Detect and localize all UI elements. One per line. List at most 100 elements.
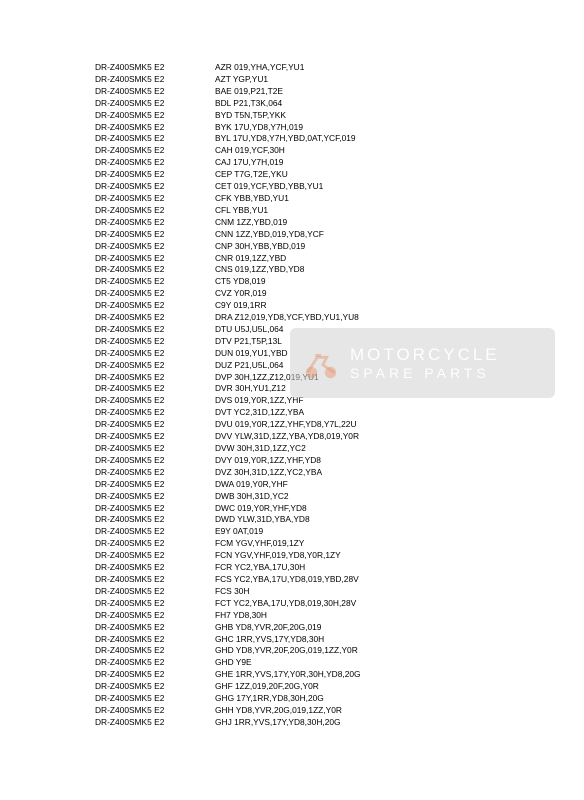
model-cell: DR-Z400SMK5 E2 xyxy=(95,395,215,407)
table-row: DR-Z400SMK5 E2CAH 019,YCF,30H xyxy=(95,145,495,157)
table-row: DR-Z400SMK5 E2CNP 30H,YBB,YBD,019 xyxy=(95,241,495,253)
table-row: DR-Z400SMK5 E2GHD YD8,YVR,20F,20G,019,1Z… xyxy=(95,645,495,657)
code-cell: FCM YGV,YHF,019,1ZY xyxy=(215,538,495,550)
table-row: DR-Z400SMK5 E2FCT YC2,YBA,17U,YD8,019,30… xyxy=(95,598,495,610)
table-row: DR-Z400SMK5 E2GHB YD8,YVR,20F,20G,019 xyxy=(95,622,495,634)
model-cell: DR-Z400SMK5 E2 xyxy=(95,348,215,360)
table-row: DR-Z400SMK5 E2BDL P21,T3K,064 xyxy=(95,98,495,110)
code-cell: DWA 019,Y0R,YHF xyxy=(215,479,495,491)
table-row: DR-Z400SMK5 E2DWA 019,Y0R,YHF xyxy=(95,479,495,491)
table-row: DR-Z400SMK5 E2DWC 019,Y0R,YHF,YD8 xyxy=(95,503,495,515)
model-cell: DR-Z400SMK5 E2 xyxy=(95,181,215,193)
table-row: DR-Z400SMK5 E2CEP T7G,T2E,YKU xyxy=(95,169,495,181)
model-cell: DR-Z400SMK5 E2 xyxy=(95,479,215,491)
model-cell: DR-Z400SMK5 E2 xyxy=(95,169,215,181)
table-row: DR-Z400SMK5 E2BAE 019,P21,T2E xyxy=(95,86,495,98)
model-cell: DR-Z400SMK5 E2 xyxy=(95,253,215,265)
table-row: DR-Z400SMK5 E2DWB 30H,31D,YC2 xyxy=(95,491,495,503)
model-cell: DR-Z400SMK5 E2 xyxy=(95,145,215,157)
model-cell: DR-Z400SMK5 E2 xyxy=(95,324,215,336)
code-cell: FCN YGV,YHF,019,YD8,Y0R,1ZY xyxy=(215,550,495,562)
model-cell: DR-Z400SMK5 E2 xyxy=(95,705,215,717)
model-cell: DR-Z400SMK5 E2 xyxy=(95,407,215,419)
model-cell: DR-Z400SMK5 E2 xyxy=(95,681,215,693)
table-row: DR-Z400SMK5 E2CAJ 17U,Y7H,019 xyxy=(95,157,495,169)
code-cell: GHJ 1RR,YVS,17Y,YD8,30H,20G xyxy=(215,717,495,729)
code-cell: DWC 019,Y0R,YHF,YD8 xyxy=(215,503,495,515)
code-cell: DWD YLW,31D,YBA,YD8 xyxy=(215,514,495,526)
model-cell: DR-Z400SMK5 E2 xyxy=(95,157,215,169)
code-cell: GHF 1ZZ,019,20F,20G,Y0R xyxy=(215,681,495,693)
code-cell: FCT YC2,YBA,17U,YD8,019,30H,28V xyxy=(215,598,495,610)
model-cell: DR-Z400SMK5 E2 xyxy=(95,383,215,395)
code-cell: C9Y 019,1RR xyxy=(215,300,495,312)
table-row: DR-Z400SMK5 E2DVY 019,Y0R,1ZZ,YHF,YD8 xyxy=(95,455,495,467)
code-cell: CVZ Y0R,019 xyxy=(215,288,495,300)
model-cell: DR-Z400SMK5 E2 xyxy=(95,538,215,550)
code-cell: FH7 YD8,30H xyxy=(215,610,495,622)
table-row: DR-Z400SMK5 E2CNR 019,1ZZ,YBD xyxy=(95,253,495,265)
model-cell: DR-Z400SMK5 E2 xyxy=(95,645,215,657)
code-cell: FCR YC2,YBA,17U,30H xyxy=(215,562,495,574)
model-cell: DR-Z400SMK5 E2 xyxy=(95,336,215,348)
table-row: DR-Z400SMK5 E2CNM 1ZZ,YBD,019 xyxy=(95,217,495,229)
code-cell: GHB YD8,YVR,20F,20G,019 xyxy=(215,622,495,634)
model-cell: DR-Z400SMK5 E2 xyxy=(95,276,215,288)
table-row: DR-Z400SMK5 E2DVZ 30H,31D,1ZZ,YC2,YBA xyxy=(95,467,495,479)
table-row: DR-Z400SMK5 E2BYK 17U,YD8,Y7H,019 xyxy=(95,122,495,134)
code-cell: DVT YC2,31D,1ZZ,YBA xyxy=(215,407,495,419)
code-cell: GHH YD8,YVR,20G,019,1ZZ,Y0R xyxy=(215,705,495,717)
model-cell: DR-Z400SMK5 E2 xyxy=(95,491,215,503)
table-row: DR-Z400SMK5 E2BYL 17U,YD8,Y7H,YBD,0AT,YC… xyxy=(95,133,495,145)
watermark-badge: MOTORCYCLE SPARE PARTS xyxy=(290,328,555,398)
code-cell: CET 019,YCF,YBD,YBB,YU1 xyxy=(215,181,495,193)
model-cell: DR-Z400SMK5 E2 xyxy=(95,550,215,562)
table-row: DR-Z400SMK5 E2GHF 1ZZ,019,20F,20G,Y0R xyxy=(95,681,495,693)
table-row: DR-Z400SMK5 E2FH7 YD8,30H xyxy=(95,610,495,622)
code-cell: CFK YBB,YBD,YU1 xyxy=(215,193,495,205)
model-cell: DR-Z400SMK5 E2 xyxy=(95,86,215,98)
table-row: DR-Z400SMK5 E2CNS 019,1ZZ,YBD,YD8 xyxy=(95,264,495,276)
code-cell: BYL 17U,YD8,Y7H,YBD,0AT,YCF,019 xyxy=(215,133,495,145)
model-cell: DR-Z400SMK5 E2 xyxy=(95,372,215,384)
model-cell: DR-Z400SMK5 E2 xyxy=(95,122,215,134)
model-cell: DR-Z400SMK5 E2 xyxy=(95,443,215,455)
watermark-line2: SPARE PARTS xyxy=(350,365,500,381)
table-row: DR-Z400SMK5 E2DVT YC2,31D,1ZZ,YBA xyxy=(95,407,495,419)
code-cell: CNM 1ZZ,YBD,019 xyxy=(215,217,495,229)
table-row: DR-Z400SMK5 E2CFK YBB,YBD,YU1 xyxy=(95,193,495,205)
model-cell: DR-Z400SMK5 E2 xyxy=(95,467,215,479)
model-cell: DR-Z400SMK5 E2 xyxy=(95,360,215,372)
model-cell: DR-Z400SMK5 E2 xyxy=(95,562,215,574)
table-row: DR-Z400SMK5 E2CNN 1ZZ,YBD,019,YD8,YCF xyxy=(95,229,495,241)
table-row: DR-Z400SMK5 E2FCN YGV,YHF,019,YD8,Y0R,1Z… xyxy=(95,550,495,562)
table-row: DR-Z400SMK5 E2DRA Z12,019,YD8,YCF,YBD,YU… xyxy=(95,312,495,324)
table-row: DR-Z400SMK5 E2BYD T5N,T5P,YKK xyxy=(95,110,495,122)
code-cell: DWB 30H,31D,YC2 xyxy=(215,491,495,503)
table-row: DR-Z400SMK5 E2FCR YC2,YBA,17U,30H xyxy=(95,562,495,574)
code-cell: GHE 1RR,YVS,17Y,Y0R,30H,YD8,20G xyxy=(215,669,495,681)
code-cell: BYK 17U,YD8,Y7H,019 xyxy=(215,122,495,134)
model-cell: DR-Z400SMK5 E2 xyxy=(95,669,215,681)
code-cell: GHC 1RR,YVS,17Y,YD8,30H xyxy=(215,634,495,646)
code-cell: FCS YC2,YBA,17U,YD8,019,YBD,28V xyxy=(215,574,495,586)
code-cell: AZT YGP,YU1 xyxy=(215,74,495,86)
table-row: DR-Z400SMK5 E2AZT YGP,YU1 xyxy=(95,74,495,86)
table-row: DR-Z400SMK5 E2E9Y 0AT,019 xyxy=(95,526,495,538)
model-cell: DR-Z400SMK5 E2 xyxy=(95,110,215,122)
table-row: DR-Z400SMK5 E2FCS 30H xyxy=(95,586,495,598)
model-cell: DR-Z400SMK5 E2 xyxy=(95,455,215,467)
code-cell: CAJ 17U,Y7H,019 xyxy=(215,157,495,169)
model-cell: DR-Z400SMK5 E2 xyxy=(95,598,215,610)
code-cell: BDL P21,T3K,064 xyxy=(215,98,495,110)
code-cell: CNN 1ZZ,YBD,019,YD8,YCF xyxy=(215,229,495,241)
code-cell: CNS 019,1ZZ,YBD,YD8 xyxy=(215,264,495,276)
model-cell: DR-Z400SMK5 E2 xyxy=(95,693,215,705)
model-cell: DR-Z400SMK5 E2 xyxy=(95,717,215,729)
code-cell: CT5 YD8,019 xyxy=(215,276,495,288)
model-cell: DR-Z400SMK5 E2 xyxy=(95,657,215,669)
code-cell: DVZ 30H,31D,1ZZ,YC2,YBA xyxy=(215,467,495,479)
code-cell: CNP 30H,YBB,YBD,019 xyxy=(215,241,495,253)
model-cell: DR-Z400SMK5 E2 xyxy=(95,133,215,145)
code-cell: E9Y 0AT,019 xyxy=(215,526,495,538)
